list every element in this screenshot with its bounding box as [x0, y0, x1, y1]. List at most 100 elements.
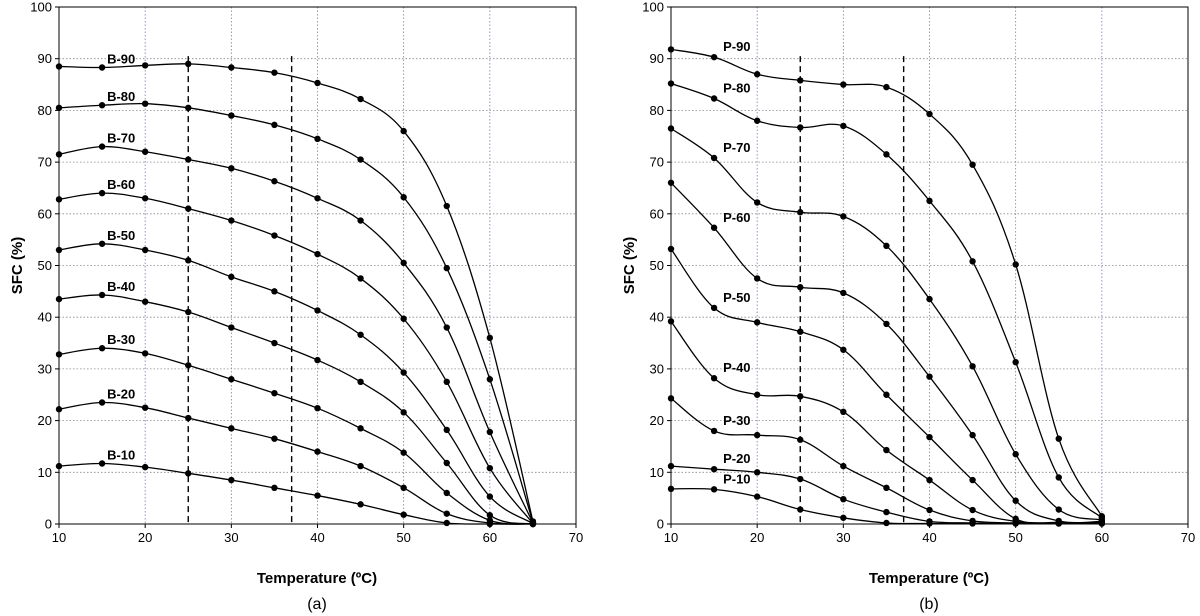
series-label: P-20: [723, 451, 750, 466]
x-tick-label: 70: [569, 530, 583, 545]
data-point: [141, 350, 149, 357]
series-label: P-60: [723, 210, 750, 225]
y-axis-title: SFC (%): [621, 237, 638, 295]
data-point: [314, 448, 321, 455]
series-label: B-30: [107, 332, 135, 347]
data-point: [443, 489, 450, 497]
data-point: [926, 373, 933, 380]
data-point: [969, 431, 976, 439]
data-point: [710, 486, 718, 493]
x-tick-label: 60: [483, 530, 497, 545]
y-tick-label: 20: [38, 413, 52, 428]
data-point: [667, 318, 675, 325]
data-point: [185, 205, 192, 212]
data-point: [710, 465, 718, 473]
data-point: [753, 199, 761, 206]
data-point: [667, 46, 675, 53]
data-point: [228, 273, 235, 281]
series-label: B-60: [107, 177, 135, 192]
data-point: [357, 378, 364, 386]
data-point: [271, 288, 278, 295]
data-point: [840, 122, 847, 130]
data-point: [400, 127, 407, 135]
series-label: B-20: [107, 387, 135, 402]
y-tick-label: 80: [38, 103, 52, 118]
data-point: [883, 484, 890, 492]
series-label: P-70: [723, 140, 750, 155]
data-point: [1012, 520, 1019, 527]
data-point: [1098, 520, 1106, 527]
y-tick-label: 90: [38, 51, 52, 66]
y-tick-label: 70: [650, 155, 664, 170]
data-point: [753, 493, 761, 500]
series-line: [670, 487, 1102, 525]
data-point: [667, 395, 675, 402]
data-point: [840, 408, 847, 416]
data-point: [314, 356, 321, 364]
x-tick-label: 50: [396, 530, 410, 545]
data-point: [840, 495, 847, 503]
data-point: [271, 69, 278, 76]
data-point: [141, 463, 149, 471]
data-point: [271, 121, 278, 129]
data-point: [443, 378, 450, 386]
data-point: [486, 520, 494, 528]
data-point: [357, 217, 364, 224]
y-tick-label: 100: [642, 0, 664, 15]
series-label: P-80: [723, 81, 750, 96]
series-line: [58, 294, 534, 525]
y-tick-label: 60: [650, 206, 664, 221]
panel-caption: (b): [919, 596, 939, 613]
x-tick-label: 20: [750, 530, 764, 545]
data-point: [141, 404, 149, 411]
data-point: [98, 240, 106, 247]
data-point: [228, 165, 235, 172]
data-point: [753, 275, 761, 282]
data-point: [141, 100, 149, 107]
data-point: [883, 320, 890, 328]
data-point: [98, 189, 106, 197]
data-point: [314, 492, 321, 499]
data-point: [1012, 451, 1019, 458]
data-point: [400, 449, 407, 456]
data-point: [797, 475, 804, 483]
data-point: [271, 389, 278, 397]
data-point: [840, 213, 847, 220]
data-point: [55, 406, 63, 413]
data-point: [98, 64, 106, 71]
y-tick-label: 50: [650, 258, 664, 273]
data-point: [486, 428, 494, 436]
data-point: [400, 369, 407, 376]
y-tick-label: 10: [650, 465, 664, 480]
data-point: [141, 246, 149, 254]
data-point: [926, 295, 933, 303]
data-point: [1012, 358, 1019, 366]
data-point: [667, 179, 675, 186]
x-tick-label: 40: [310, 530, 324, 545]
data-point: [667, 462, 675, 470]
data-point: [443, 324, 450, 331]
data-point: [710, 95, 718, 102]
data-point: [926, 476, 933, 484]
data-point: [797, 124, 804, 131]
data-point: [710, 375, 718, 382]
x-tick-label: 10: [664, 530, 678, 545]
data-point: [667, 245, 675, 253]
data-point: [883, 446, 890, 454]
y-tick-label: 10: [38, 465, 52, 480]
data-point: [185, 414, 192, 422]
data-point: [55, 151, 63, 158]
data-point: [400, 484, 407, 492]
data-point: [98, 291, 106, 299]
data-point: [228, 217, 235, 224]
data-point: [185, 156, 192, 163]
y-tick-label: 30: [38, 361, 52, 376]
data-point: [98, 143, 106, 150]
data-point: [357, 501, 364, 508]
series-label: B-10: [107, 448, 135, 463]
data-point: [400, 409, 407, 416]
data-point: [185, 470, 192, 477]
data-point: [443, 519, 450, 527]
x-tick-label: 60: [1095, 530, 1109, 545]
